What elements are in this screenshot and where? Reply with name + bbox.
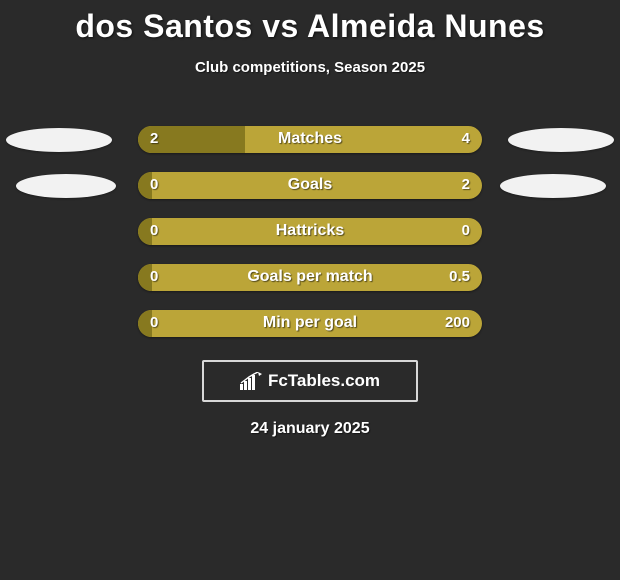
- stat-row-min-per-goal: 0 Min per goal 200: [0, 300, 620, 346]
- bar-track: [138, 126, 482, 153]
- stat-row-hattricks: 0 Hattricks 0: [0, 208, 620, 254]
- club-badge-left: [6, 128, 112, 152]
- value-left: 0: [150, 314, 158, 331]
- bar-chart: 2 Matches 4 0 Goals 2 0 Hattricks 0: [0, 116, 620, 346]
- stat-row-matches: 2 Matches 4: [0, 116, 620, 162]
- value-left: 0: [150, 222, 158, 239]
- stat-row-goals-per-match: 0 Goals per match 0.5: [0, 254, 620, 300]
- value-left: 0: [150, 176, 158, 193]
- stat-row-goals: 0 Goals 2: [0, 162, 620, 208]
- bar-track: [138, 264, 482, 291]
- club-badge-right: [500, 174, 606, 198]
- subtitle: Club competitions, Season 2025: [0, 59, 620, 76]
- bar-track: [138, 172, 482, 199]
- value-right: 0.5: [449, 268, 470, 285]
- page-title: dos Santos vs Almeida Nunes: [0, 0, 620, 45]
- value-left: 0: [150, 268, 158, 285]
- value-right: 2: [462, 176, 470, 193]
- bar-track: [138, 310, 482, 337]
- footer-date: 24 january 2025: [0, 420, 620, 438]
- chart-bar-icon: [240, 372, 262, 390]
- brand-name: FcTables.com: [268, 371, 380, 391]
- comparison-infographic: dos Santos vs Almeida Nunes Club competi…: [0, 0, 620, 580]
- value-right: 4: [462, 130, 470, 147]
- value-right: 0: [462, 222, 470, 239]
- value-left: 2: [150, 130, 158, 147]
- club-badge-left: [16, 174, 116, 198]
- club-badge-right: [508, 128, 614, 152]
- brand-logo: FcTables.com: [202, 360, 418, 402]
- bar-track: [138, 218, 482, 245]
- value-right: 200: [445, 314, 470, 331]
